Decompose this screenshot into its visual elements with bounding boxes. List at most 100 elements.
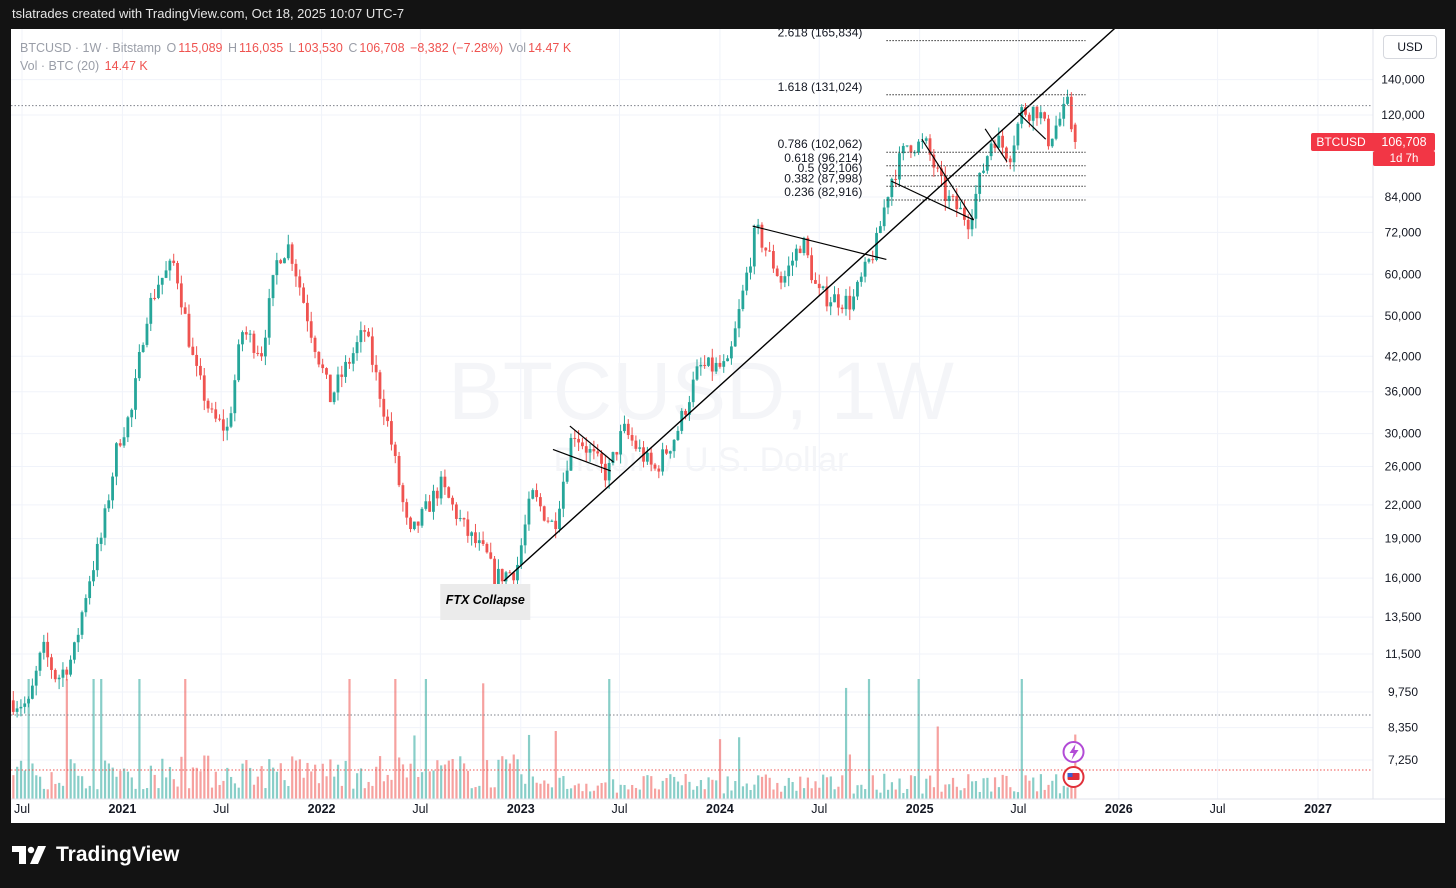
candle-body bbox=[370, 336, 374, 365]
volume-bar bbox=[81, 776, 84, 799]
volume-bar bbox=[50, 772, 53, 799]
volume-bar bbox=[547, 783, 550, 799]
volume-bar bbox=[405, 777, 408, 799]
legend-symbol[interactable]: BTCUSD · 1W · Bitstamp bbox=[20, 41, 161, 55]
candle-body bbox=[848, 295, 852, 310]
candle-body bbox=[470, 532, 474, 536]
volume-bar bbox=[875, 789, 878, 799]
price-tick-label: 9,750 bbox=[1388, 685, 1418, 699]
candle-body bbox=[611, 452, 615, 463]
volume-bar bbox=[867, 679, 871, 799]
volume-bar bbox=[680, 785, 683, 799]
candle-body bbox=[798, 248, 802, 253]
candle-body bbox=[351, 353, 355, 364]
candle-body bbox=[405, 502, 409, 518]
volume-bar bbox=[646, 775, 649, 799]
time-tick-label: 2023 bbox=[507, 802, 535, 816]
volume-bar bbox=[585, 783, 588, 799]
candle-body bbox=[982, 170, 985, 173]
candle-body bbox=[619, 431, 623, 455]
volume-bar bbox=[203, 755, 206, 799]
volume-bar bbox=[218, 784, 221, 799]
volume-bar bbox=[375, 766, 378, 799]
volume-bar bbox=[149, 765, 152, 799]
volume-bar bbox=[134, 788, 137, 799]
volume-bar bbox=[356, 773, 359, 799]
legend-vol-indicator[interactable]: Vol · BTC (20) bbox=[20, 59, 100, 73]
volume-bar bbox=[398, 757, 401, 799]
volume-bar bbox=[69, 759, 72, 799]
candle-body bbox=[714, 362, 718, 372]
candle-body bbox=[512, 572, 516, 581]
candle-body bbox=[546, 520, 550, 522]
volume-bar bbox=[73, 763, 76, 799]
candle-body bbox=[634, 440, 638, 449]
volume-bar bbox=[409, 763, 412, 799]
volume-bar bbox=[382, 781, 385, 799]
candle-body bbox=[909, 145, 913, 153]
price-tick-label: 19,000 bbox=[1385, 532, 1422, 546]
volume-bar bbox=[363, 788, 366, 799]
volume-bar bbox=[581, 791, 584, 799]
tradingview-logo[interactable]: TradingView bbox=[12, 843, 179, 867]
candle-body bbox=[657, 468, 661, 472]
volume-bar bbox=[207, 755, 210, 799]
volume-bar bbox=[531, 776, 534, 799]
candle-body bbox=[76, 634, 80, 643]
candle-body bbox=[878, 226, 882, 234]
volume-bar bbox=[822, 774, 825, 799]
candle-body bbox=[481, 540, 485, 544]
candle-body bbox=[561, 481, 565, 509]
pattern-trend-line bbox=[891, 180, 974, 221]
volume-bar bbox=[321, 763, 324, 799]
candle-body bbox=[252, 333, 256, 353]
candle-body bbox=[1069, 96, 1073, 130]
candle-body bbox=[989, 143, 993, 157]
volume-bar bbox=[810, 788, 813, 799]
price-badge-row2 bbox=[1373, 150, 1435, 166]
volume-bar bbox=[42, 788, 46, 799]
volume-bar bbox=[516, 759, 519, 799]
candle-body bbox=[382, 398, 386, 417]
volume-bar bbox=[348, 679, 351, 799]
volume-bar bbox=[932, 787, 936, 799]
time-tick-label: Jul bbox=[811, 802, 827, 816]
candle-body bbox=[920, 140, 924, 142]
candle-body bbox=[672, 439, 676, 452]
volume-bar bbox=[329, 759, 332, 799]
candle-body bbox=[756, 224, 760, 228]
price-tick-label: 7,250 bbox=[1388, 753, 1418, 767]
candle-body bbox=[267, 298, 271, 338]
candle-body bbox=[447, 487, 451, 498]
candle-body bbox=[283, 258, 286, 264]
volume-bar bbox=[298, 759, 301, 799]
volume-bar bbox=[344, 760, 347, 799]
currency-button[interactable]: USD bbox=[1383, 35, 1437, 59]
chart-frame[interactable]: BTCUSD, 1W Bitcoin / U.S. Dollar 2.618 (16… bbox=[11, 29, 1445, 823]
volume-bar bbox=[699, 780, 703, 799]
candle-body bbox=[72, 642, 76, 660]
volume-bar bbox=[1020, 679, 1023, 799]
volume-bar bbox=[35, 775, 38, 799]
candle-body bbox=[699, 364, 703, 367]
volume-bar bbox=[191, 767, 194, 799]
candle-body bbox=[638, 447, 642, 449]
volume-bar bbox=[145, 788, 149, 799]
volume-bar bbox=[459, 756, 462, 799]
candle-body bbox=[103, 508, 107, 538]
fib-level-label: 2.618 (165,834) bbox=[778, 29, 863, 40]
candle-body bbox=[210, 408, 214, 410]
candle-body bbox=[466, 519, 470, 536]
candle-body bbox=[836, 294, 840, 308]
volume-bar bbox=[275, 771, 279, 799]
candle-body bbox=[279, 260, 283, 264]
candle-body bbox=[997, 135, 1001, 148]
candle-body bbox=[856, 281, 859, 297]
candle-body bbox=[542, 506, 546, 521]
candle-body bbox=[684, 410, 687, 415]
volume-bar bbox=[252, 784, 256, 799]
volume-bar bbox=[657, 789, 661, 799]
legend-change: −8,382 (−7.28%) bbox=[410, 41, 504, 55]
candle-body bbox=[115, 443, 118, 477]
